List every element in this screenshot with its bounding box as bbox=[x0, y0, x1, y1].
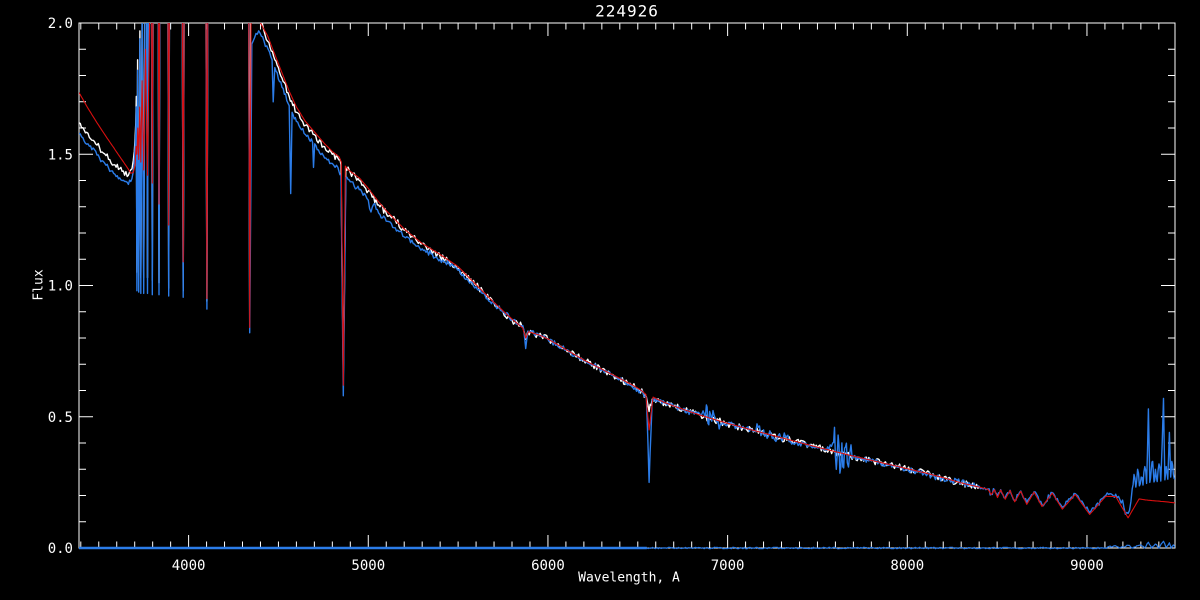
y-tick-label: 1.5 bbox=[48, 147, 73, 163]
x-tick-label: 9000 bbox=[1070, 558, 1104, 574]
x-tick-label: 4000 bbox=[172, 558, 206, 574]
y-tick-label: 1.0 bbox=[48, 279, 73, 295]
x-tick-label: 8000 bbox=[890, 558, 924, 574]
observed-spectrum-white bbox=[79, 23, 980, 490]
x-tick-label: 7000 bbox=[711, 558, 745, 574]
plot-title: 224926 bbox=[595, 1, 659, 21]
model-spectrum-red bbox=[79, 23, 1175, 519]
baseline-blue-thin bbox=[646, 540, 1175, 550]
x-tick-label: 6000 bbox=[531, 558, 565, 574]
y-axis-label: Flux bbox=[31, 269, 47, 301]
x-tick-label: 5000 bbox=[351, 558, 385, 574]
x-axis-label: Wavelength, A bbox=[578, 570, 680, 586]
y-tick-label: 2.0 bbox=[48, 16, 73, 32]
y-tick-label: 0.5 bbox=[48, 410, 73, 426]
y-tick-label: 0.0 bbox=[48, 541, 73, 557]
observed-spectrum-blue bbox=[79, 23, 1175, 515]
